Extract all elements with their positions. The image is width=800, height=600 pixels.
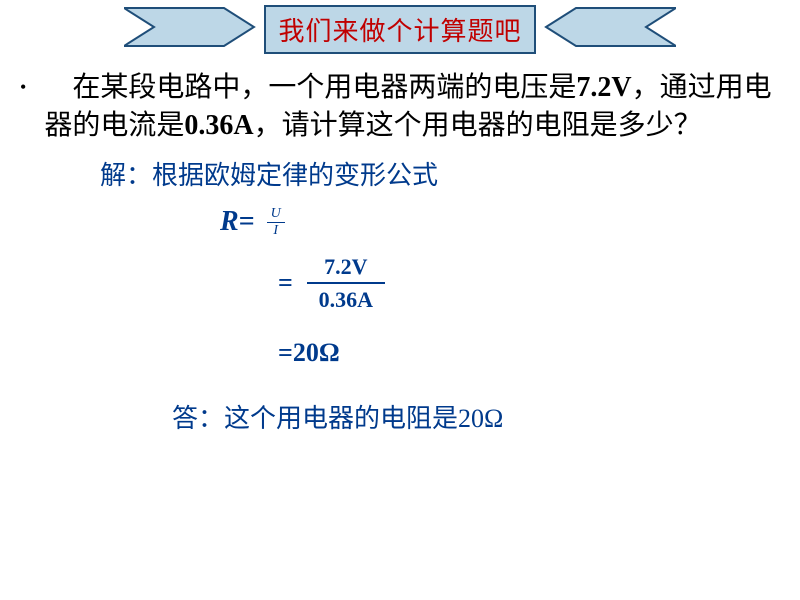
problem-current: 0.36A (184, 110, 253, 141)
banner-row: 我们来做个计算题吧 (0, 0, 800, 55)
problem-post: ，请计算这个用电器的电阻是多少？ (254, 110, 702, 141)
problem-block: • 在某段电路中，一个用电器两端的电压是7.2V，通过用电器的电流是0.36A，… (0, 69, 800, 435)
problem-pre: 在某段电路中，一个用电器两端的电压是 (72, 72, 576, 103)
frac-sym-num: U (267, 206, 285, 222)
R-equals: R= (220, 206, 255, 238)
result-row: =20Ω (278, 338, 780, 368)
bullet-icon: • (20, 77, 26, 98)
eq-sign-1: = (239, 206, 255, 237)
problem-row: • 在某段电路中，一个用电器两端的电压是7.2V，通过用电器的电流是0.36A，… (20, 69, 780, 145)
answer-row: 答：这个用电器的电阻是20Ω (172, 398, 780, 435)
fraction-symbolic: U I (267, 206, 285, 239)
frac-val-num: 7.2V (320, 251, 371, 283)
eq-sign-2: = (278, 268, 293, 298)
fraction-numeric: 7.2V 0.36A (307, 251, 385, 316)
solution-block: 解：根据欧姆定律的变形公式 R= U I = 7.2V 0.36A =20Ω 答… (20, 155, 780, 435)
banner-arrow-right (536, 4, 676, 55)
problem-text: 在某段电路中，一个用电器两端的电压是7.2V，通过用电器的电流是0.36A，请计… (44, 69, 780, 145)
frac-sym-den: I (269, 223, 282, 239)
solution-heading: 解：根据欧姆定律的变形公式 (100, 155, 780, 192)
banner-title: 我们来做个计算题吧 (278, 17, 521, 46)
banner-arrow-left (124, 4, 264, 55)
problem-voltage: 7.2V (576, 72, 631, 103)
formula-symbolic: R= U I (220, 206, 780, 239)
banner-title-box: 我们来做个计算题吧 (264, 5, 535, 54)
formula-numeric: = 7.2V 0.36A (278, 251, 780, 316)
frac-val-den: 0.36A (315, 284, 377, 316)
R-label: R (220, 206, 239, 237)
